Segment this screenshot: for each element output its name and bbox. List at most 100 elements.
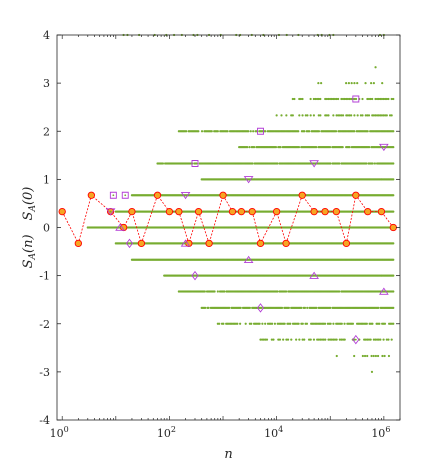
green-dot [387,97,390,101]
green-dot [338,338,341,341]
red-circle-point [175,207,183,216]
green-dot [290,114,293,117]
green-dot [337,114,340,117]
green-dot [392,290,395,293]
red-circle-point [352,191,360,199]
green-dot [350,114,353,117]
green-dot [207,306,210,309]
green-dot [369,97,372,101]
green-dot [353,338,356,341]
green-dot [319,338,322,341]
green-dot [306,306,309,309]
green-dot [306,114,309,117]
green-dot [338,290,341,293]
green-dot [213,290,216,293]
green-dot [366,97,369,101]
green-dot [274,146,278,149]
marker-center-dot [259,306,262,309]
green-dot [372,338,375,341]
green-dot [300,306,303,309]
green-dot [345,114,348,117]
green-dot [385,338,388,341]
green-dot [376,354,380,358]
green-dot [392,306,395,309]
green-dot [324,114,327,117]
green-dot [324,97,327,101]
green-dot [361,354,364,358]
green-dot [312,97,315,101]
magenta-square-marker [191,160,199,167]
green-dot [322,338,325,341]
green-dot [282,338,285,341]
red-circle-point [58,207,66,216]
green-dot [392,242,395,245]
green-dot [378,322,381,325]
green-dot [317,97,320,101]
green-dot [392,130,395,133]
green-dot [348,146,351,149]
green-dot [338,114,341,117]
green-dot [366,354,369,358]
green-dot [261,322,264,325]
green-dot [392,258,395,261]
y-tick-label: 0 [43,222,50,235]
green-dot [312,114,316,117]
green-dot [392,146,395,149]
green-dot [370,354,373,358]
green-dot [356,82,359,85]
green-dot [332,114,335,117]
green-dot [374,114,377,117]
green-dot [320,82,323,85]
green-dot [342,338,345,341]
magenta-diamond-marker [125,238,134,249]
green-dot [280,306,284,309]
green-dot [371,322,374,325]
green-dot [361,97,364,101]
green-dot [377,306,380,309]
green-dot [317,338,320,341]
green-dot [333,338,337,341]
green-dot [392,274,395,277]
green-dot [388,114,392,117]
green-dot [272,338,275,341]
green-dot [277,338,280,341]
green-dot [303,306,307,309]
green-dot [298,114,301,117]
marker-center-dot [382,290,385,293]
red-circle-point [310,207,318,216]
green-dot [329,306,332,309]
green-dot [374,338,377,341]
green-dot [332,322,335,325]
magenta-diamond-marker [352,334,360,345]
green-dot [379,338,382,341]
green-dot [356,114,359,117]
y-tick-label: 4 [43,29,50,42]
red-circle-point [205,239,213,248]
green-dot [248,146,251,149]
green-dot [327,338,330,341]
green-dot [366,338,369,341]
green-dot [304,114,307,117]
green-dot [335,354,338,358]
green-dot [291,114,294,117]
y-tick-label: -1 [39,270,50,283]
marker-center-dot [184,194,187,197]
green-dot [335,338,338,341]
green-dot [376,114,379,117]
green-dot [377,114,380,117]
red-circle-point [248,207,256,216]
green-dot [368,146,371,149]
y-tick-label: 2 [43,125,50,138]
green-dot [380,97,384,101]
green-dot [364,338,367,341]
green-dot [375,97,379,101]
green-dot [329,322,332,325]
marker-center-dot [184,242,187,245]
y-tick-label: 1 [43,173,50,186]
green-dot [387,354,391,358]
green-dot [298,338,301,341]
green-dot [369,338,372,341]
green-dot [328,146,332,149]
green-dot [286,338,290,341]
green-dot [363,354,367,358]
